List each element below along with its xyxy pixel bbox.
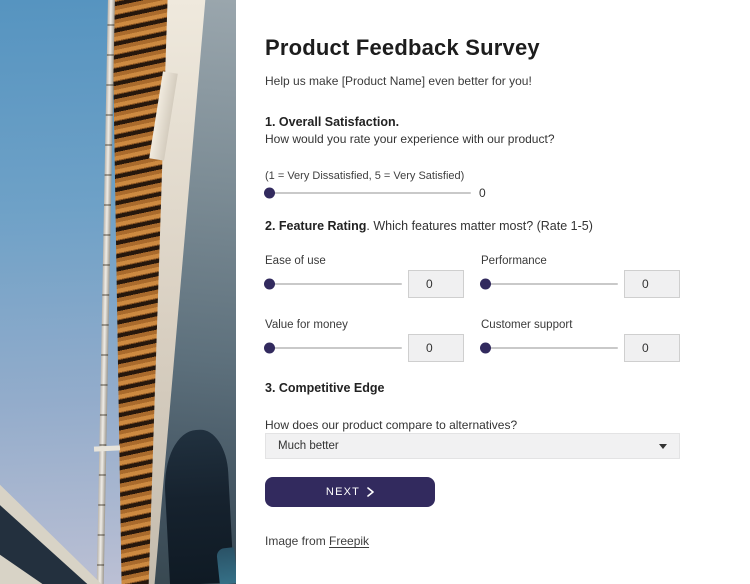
section-3-heading: 3. Competitive Edge bbox=[265, 381, 385, 395]
customer-support-value-field[interactable]: 0 bbox=[624, 334, 680, 362]
feature-label: Value for money bbox=[265, 319, 348, 331]
survey-form-panel: Product Feedback Survey Help us make [Pr… bbox=[236, 0, 750, 584]
comparison-selected-option: Much better bbox=[278, 440, 339, 452]
section-1-heading: 1. Overall Satisfaction. bbox=[265, 115, 400, 129]
section-2-heading-rest: . Which features matter most? (Rate 1-5) bbox=[366, 219, 593, 233]
image-credit: Image from Freepik bbox=[265, 534, 680, 548]
performance-slider[interactable] bbox=[480, 278, 618, 290]
feature-customer-support: Customer support 0 bbox=[480, 318, 680, 362]
section-2-heading: 2. Feature Rating. Which features matter… bbox=[265, 218, 680, 234]
feature-rating-grid: Ease of use 0 Performance 0 bbox=[264, 254, 680, 362]
value-for-money-slider[interactable] bbox=[264, 342, 402, 354]
next-button[interactable]: NEXT bbox=[265, 477, 435, 507]
section-2-heading-bold: 2. Feature Rating bbox=[265, 219, 367, 233]
feature-slider-row: 0 bbox=[480, 270, 680, 298]
section-overall-satisfaction: 1. Overall Satisfaction. How would you r… bbox=[264, 114, 680, 200]
next-button-label: NEXT bbox=[325, 486, 361, 498]
feature-label: Performance bbox=[481, 255, 547, 267]
page-title: Product Feedback Survey bbox=[265, 35, 540, 60]
section-1-question: How would you rate your experience with … bbox=[265, 132, 555, 146]
performance-value-field[interactable]: 0 bbox=[624, 270, 680, 298]
ease-of-use-value-field[interactable]: 0 bbox=[408, 270, 464, 298]
freepik-link[interactable]: Freepik bbox=[329, 534, 370, 548]
satisfaction-slider[interactable] bbox=[264, 187, 471, 199]
window-reflection bbox=[216, 547, 236, 584]
feature-slider-row: 0 bbox=[264, 334, 464, 362]
comparison-question: How does our product compare to alternat… bbox=[265, 418, 518, 432]
performance-slider-thumb[interactable] bbox=[480, 278, 491, 290]
customer-support-slider-thumb[interactable] bbox=[480, 342, 491, 354]
feature-label: Ease of use bbox=[265, 255, 326, 267]
value-for-money-value-field[interactable]: 0 bbox=[408, 334, 464, 362]
dropdown-arrow-icon bbox=[659, 443, 667, 449]
feature-slider-row: 0 bbox=[264, 270, 464, 298]
feature-label: Customer support bbox=[481, 319, 573, 331]
credit-prefix: Image from bbox=[265, 534, 326, 548]
feature-performance: Performance 0 bbox=[480, 254, 680, 298]
satisfaction-scale-note: (1 = Very Dissatisfied, 5 = Very Satisfi… bbox=[265, 170, 465, 182]
ease-of-use-slider-thumb[interactable] bbox=[264, 278, 275, 290]
satisfaction-slider-thumb[interactable] bbox=[264, 187, 275, 199]
chevron-right-icon bbox=[367, 487, 374, 497]
satisfaction-value: 0 bbox=[479, 186, 486, 200]
ease-of-use-slider[interactable] bbox=[264, 278, 402, 290]
value-for-money-slider-thumb[interactable] bbox=[264, 342, 275, 354]
feature-ease-of-use: Ease of use 0 bbox=[264, 254, 464, 298]
feature-value-for-money: Value for money 0 bbox=[264, 318, 464, 362]
building-photo bbox=[0, 0, 236, 584]
satisfaction-slider-row: 0 bbox=[264, 186, 680, 200]
feature-slider-row: 0 bbox=[480, 334, 680, 362]
comparison-select[interactable]: Much better bbox=[265, 433, 680, 459]
page-subtitle: Help us make [Product Name] even better … bbox=[265, 74, 532, 88]
customer-support-slider[interactable] bbox=[480, 342, 618, 354]
